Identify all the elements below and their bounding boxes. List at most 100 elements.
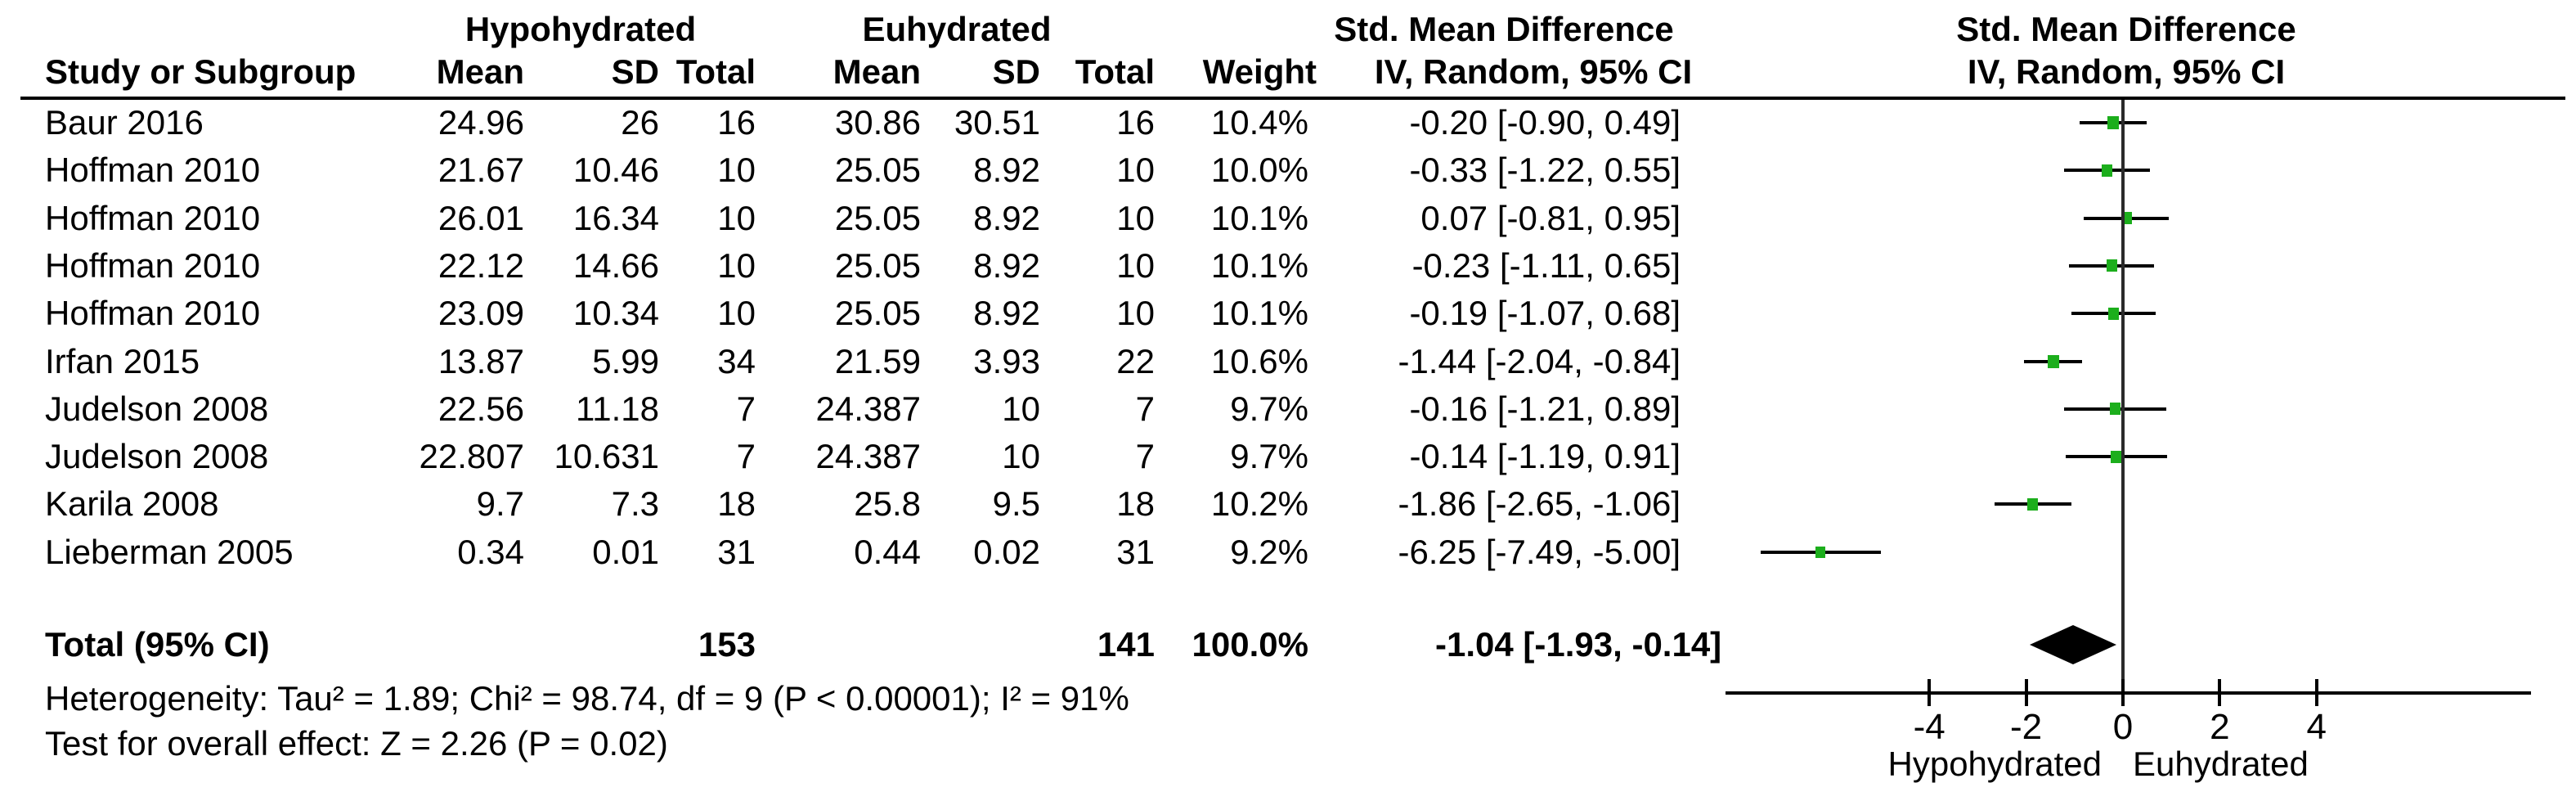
total2-column-header: Total bbox=[1075, 52, 1155, 91]
weight-value: 10.0% bbox=[1210, 151, 1308, 189]
sd2-column-header: SD bbox=[992, 52, 1040, 91]
total1-value: 7 bbox=[736, 389, 756, 428]
total1-value: 153 bbox=[698, 625, 756, 664]
total-ci-text: -1.04 [-1.93, -0.14] bbox=[1435, 625, 1722, 664]
mean2-value: 25.05 bbox=[834, 294, 921, 332]
study-name: Hoffman 2010 bbox=[45, 199, 261, 237]
weight-value: 10.2% bbox=[1210, 484, 1308, 523]
group2-header: Euhydrated bbox=[862, 10, 1052, 48]
sd2-value: 3.93 bbox=[973, 342, 1040, 380]
total2-value: 22 bbox=[1116, 342, 1155, 380]
effect-marker bbox=[2027, 497, 2039, 511]
effect-marker bbox=[1815, 546, 1825, 558]
total2-value: 7 bbox=[1135, 437, 1155, 475]
weight-value: 10.6% bbox=[1210, 342, 1308, 380]
x-tick-label: -4 bbox=[1913, 707, 1945, 747]
sd1-value: 10.46 bbox=[572, 151, 659, 189]
ci-text: -1.86 [-2.65, -1.06] bbox=[1398, 484, 1681, 523]
x-tick-label: 4 bbox=[2306, 707, 2327, 747]
total2-value: 141 bbox=[1097, 625, 1155, 664]
total2-value: 10 bbox=[1116, 294, 1155, 332]
total-label: Total (95% CI) bbox=[45, 625, 270, 664]
sd1-value: 5.99 bbox=[592, 342, 659, 380]
weight-value: 10.4% bbox=[1210, 103, 1308, 142]
mean2-value: 21.59 bbox=[834, 342, 921, 380]
effect-marker bbox=[2101, 164, 2112, 177]
total1-column-header: Total bbox=[675, 52, 756, 91]
ci-text: -0.19 [-1.07, 0.68] bbox=[1409, 294, 1681, 332]
x-tick bbox=[2218, 679, 2222, 706]
total-weight-value: 100.0% bbox=[1192, 625, 1308, 664]
ci-text: -6.25 [-7.49, -5.00] bbox=[1398, 533, 1681, 571]
sd1-value: 10.631 bbox=[554, 437, 659, 475]
method-column-header: IV, Random, 95% CI bbox=[1374, 52, 1693, 91]
axis-left-label: Hypohydrated bbox=[1887, 745, 2103, 783]
weight-value: 9.7% bbox=[1230, 389, 1308, 428]
mean2-value: 0.44 bbox=[854, 533, 921, 571]
mean1-value: 22.807 bbox=[419, 437, 524, 475]
sd2-value: 9.5 bbox=[992, 484, 1040, 523]
mean2-value: 24.387 bbox=[815, 437, 921, 475]
study-name: Hoffman 2010 bbox=[45, 246, 261, 285]
mean2-value: 25.05 bbox=[834, 199, 921, 237]
sd2-value: 30.51 bbox=[954, 103, 1040, 142]
sd2-value: 8.92 bbox=[973, 199, 1040, 237]
effect-marker bbox=[2111, 450, 2122, 463]
heterogeneity-text: Heterogeneity: Tau² = 1.89; Chi² = 98.74… bbox=[45, 679, 1129, 718]
study-name: Lieberman 2005 bbox=[45, 533, 294, 571]
x-tick bbox=[1928, 679, 1932, 706]
ci-text: -0.16 [-1.21, 0.89] bbox=[1409, 389, 1681, 428]
total1-value: 7 bbox=[736, 437, 756, 475]
zero-line bbox=[2121, 100, 2125, 693]
x-tick bbox=[2024, 679, 2028, 706]
mean2-value: 30.86 bbox=[834, 103, 921, 142]
weight-column-header: Weight bbox=[1202, 52, 1317, 91]
ci-text: -0.14 [-1.19, 0.91] bbox=[1409, 437, 1681, 475]
x-tick-label: 2 bbox=[2210, 707, 2230, 747]
sd1-column-header: SD bbox=[611, 52, 659, 91]
effect-marker bbox=[2047, 354, 2059, 368]
weight-value: 9.7% bbox=[1230, 437, 1308, 475]
total1-value: 10 bbox=[717, 199, 756, 237]
axis-right-label: Euhydrated bbox=[2133, 745, 2309, 783]
header-rule bbox=[20, 97, 2565, 100]
overall-test-text: Test for overall effect: Z = 2.26 (P = 0… bbox=[45, 724, 668, 763]
x-tick-label: -2 bbox=[2010, 707, 2043, 747]
mean1-value: 23.09 bbox=[438, 294, 524, 332]
study-name: Hoffman 2010 bbox=[45, 294, 261, 332]
mean1-value: 26.01 bbox=[438, 199, 524, 237]
mean1-value: 21.67 bbox=[438, 151, 524, 189]
effect-marker bbox=[2107, 116, 2120, 129]
mean1-value: 24.96 bbox=[438, 103, 524, 142]
sd1-value: 16.34 bbox=[572, 199, 659, 237]
sd2-value: 8.92 bbox=[973, 151, 1040, 189]
ci-text: -0.33 [-1.22, 0.55] bbox=[1409, 151, 1681, 189]
study-name: Baur 2016 bbox=[45, 103, 204, 142]
mean1-value: 22.56 bbox=[438, 389, 524, 428]
mean2-value: 25.05 bbox=[834, 246, 921, 285]
weight-value: 10.1% bbox=[1210, 199, 1308, 237]
sd1-value: 26 bbox=[621, 103, 659, 142]
summary-diamond bbox=[2029, 625, 2116, 664]
study-name: Karila 2008 bbox=[45, 484, 219, 523]
sd2-value: 10 bbox=[1002, 389, 1040, 428]
x-axis-line bbox=[1726, 691, 2531, 695]
method-plot-header: IV, Random, 95% CI bbox=[1967, 52, 2286, 91]
mean1-value: 9.7 bbox=[476, 484, 524, 523]
mean1-value: 13.87 bbox=[438, 342, 524, 380]
ci-text: -0.20 [-0.90, 0.49] bbox=[1409, 103, 1681, 142]
mean2-value: 25.8 bbox=[854, 484, 921, 523]
total1-value: 34 bbox=[717, 342, 756, 380]
total1-value: 10 bbox=[717, 151, 756, 189]
effect-marker bbox=[2108, 307, 2120, 320]
weight-value: 10.1% bbox=[1210, 246, 1308, 285]
study-name: Hoffman 2010 bbox=[45, 151, 261, 189]
study-name: Judelson 2008 bbox=[45, 437, 269, 475]
total2-value: 31 bbox=[1116, 533, 1155, 571]
x-tick bbox=[2314, 679, 2318, 706]
weight-value: 10.1% bbox=[1210, 294, 1308, 332]
mean1-column-header: Mean bbox=[436, 52, 524, 91]
total2-value: 16 bbox=[1116, 103, 1155, 142]
effect-column-header: Std. Mean Difference bbox=[1334, 10, 1674, 48]
